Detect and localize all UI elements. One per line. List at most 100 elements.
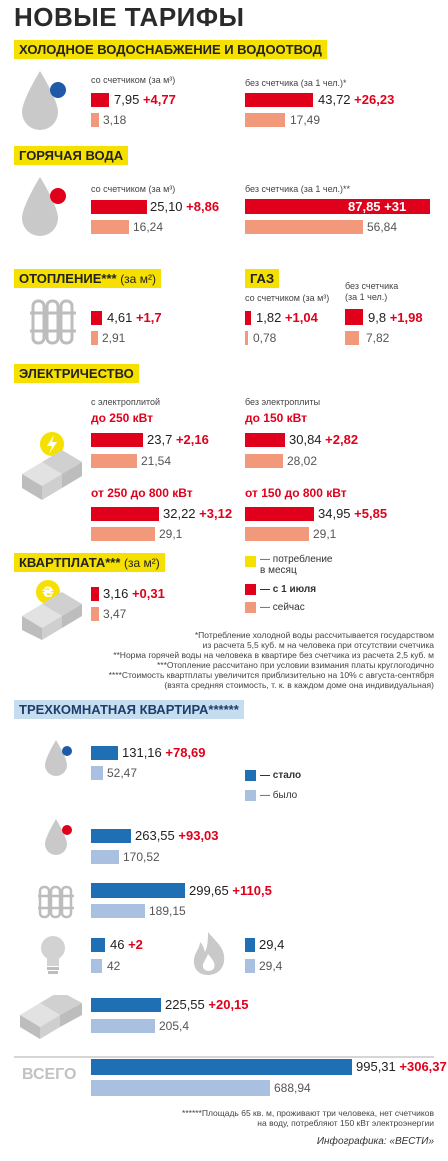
value-old: 28,02: [287, 454, 318, 468]
water-drop-red-icon: [22, 177, 66, 236]
houses-icon: [20, 995, 82, 1039]
bar-old: [91, 454, 137, 468]
legend-swatch-old: [245, 602, 256, 613]
apartment-footnote: ******Площадь 65 кв. м, проживают три че…: [182, 1108, 434, 1128]
gas-flame-icon: [193, 932, 225, 975]
label-with-meter: со счетчиком (за м³): [245, 293, 330, 303]
footnote: ***Отопление рассчитано при условии взим…: [156, 660, 434, 670]
bar-old: [91, 220, 129, 234]
water-drop-blue-icon: [22, 71, 66, 130]
footnote: (взята средняя стоимость, т. к. в каждом…: [164, 680, 434, 690]
bar-new: [345, 309, 363, 325]
divider: [14, 1056, 434, 1058]
bar-was: [91, 1080, 270, 1096]
radiator-icon: [38, 885, 74, 919]
bar-new: [245, 93, 313, 107]
value-new: 25,10 +8,86: [150, 199, 220, 214]
bar-became: [91, 938, 105, 952]
label-with-stove: с электроплитой: [91, 397, 161, 407]
value-new: 4,61 +1,7: [107, 310, 162, 325]
light-bulb-icon: [41, 936, 65, 974]
value-new: 9,8 +1,98: [368, 310, 423, 325]
section-heating: ОТОПЛЕНИЕ*** (за м²): [14, 269, 161, 288]
value-was: 52,47: [107, 766, 138, 780]
bar-old: [245, 454, 283, 468]
section-housing: КВАРТПЛАТА*** (за м²): [14, 553, 165, 572]
value-new: 30,84 +2,82: [289, 432, 359, 447]
value-old: 56,84: [367, 220, 398, 234]
bar-became: [91, 746, 118, 760]
section-apartment: ТРЕХКОМНАТНАЯ КВАРТИРА******: [14, 700, 244, 719]
bar-old: [245, 527, 309, 541]
bar-was: [91, 959, 102, 973]
value-new: 87,85 +31: [348, 199, 407, 214]
value-became: 225,55 +20,15: [165, 997, 249, 1012]
bar-new: [91, 200, 147, 214]
bar-became: [91, 1059, 352, 1075]
footnote: *Потребление холодной воды рассчитываетс…: [194, 630, 434, 640]
bar-old: [91, 113, 99, 127]
value-new: 3,16 +0,31: [103, 586, 165, 601]
bar-was: [91, 1019, 155, 1033]
credit: Инфографика: «ВЕСТИ»: [316, 1136, 434, 1147]
value-old: 29,1: [159, 527, 183, 541]
value-was: 189,15: [149, 904, 186, 918]
legend-became: — стало: [260, 770, 302, 781]
value-new: 32,22 +3,12: [163, 506, 233, 521]
bar-new: [245, 507, 314, 521]
value-new: 23,7 +2,16: [147, 432, 209, 447]
value-was: 205,4: [159, 1019, 190, 1033]
legend-swatch-became: [245, 770, 256, 781]
bar-old: [345, 331, 359, 345]
value-old: 7,82: [366, 331, 390, 345]
bar-new: [91, 433, 143, 447]
value-old: 21,54: [141, 454, 172, 468]
bar-old: [245, 113, 285, 127]
label-without-meter: без счетчика (за 1 чел.)*: [245, 78, 347, 88]
value-was: 170,52: [123, 850, 160, 864]
label-with-meter: со счетчиком (за м³): [91, 184, 176, 194]
label-with-meter: со счетчиком (за м³): [91, 75, 176, 85]
bar-new: [91, 587, 99, 601]
value-new: 34,95 +5,85: [318, 506, 388, 521]
value-was: 42: [107, 959, 121, 973]
footnote: **Норма горячей воды на человека в кварт…: [113, 650, 434, 660]
bar-old: [245, 220, 363, 234]
svg-text:₴: ₴: [42, 585, 54, 601]
bar-was: [245, 959, 255, 973]
value-became: 46 +2: [110, 937, 143, 952]
value-old: 17,49: [290, 113, 321, 127]
bar-new: [91, 311, 102, 325]
section-gas: ГАЗ: [245, 269, 280, 288]
range-label: от 250 до 800 кВт: [91, 486, 193, 500]
bar-new: [91, 507, 159, 521]
value-became: 29,4: [259, 937, 285, 952]
range-label: от 150 до 800 кВт: [245, 486, 347, 500]
range-label: до 250 кВт: [91, 411, 154, 425]
water-drop-red-icon: [45, 819, 72, 855]
value-old: 3,47: [103, 607, 127, 621]
value-became: 995,31 +306,37: [356, 1059, 447, 1074]
radiator-icon: [30, 299, 76, 345]
label-without-meter: без счетчика (за 1 чел.)**: [245, 184, 351, 194]
bar-new: [91, 93, 109, 107]
legend-swatch-new: [245, 584, 256, 595]
range-label: до 150 кВт: [245, 411, 308, 425]
bar-became: [91, 883, 185, 898]
bar-old: [91, 527, 155, 541]
page-title: НОВЫЕ ТАРИФЫ: [14, 2, 245, 32]
legend-from-july: — с 1 июля: [260, 584, 317, 595]
footnote: ****Стоимость квартплаты увеличится приб…: [108, 670, 434, 680]
bar-old: [245, 331, 248, 345]
value-new: 1,82 +1,04: [256, 310, 318, 325]
value-became: 263,55 +93,03: [135, 828, 219, 843]
bar-was: [91, 766, 103, 780]
footnote: из расчета 5,5 куб. м на человека при от…: [202, 640, 434, 650]
value-became: 299,65 +110,5: [189, 883, 272, 898]
label-without-meter: без счетчика: [345, 281, 399, 291]
legend-was: — было: [260, 790, 298, 801]
footnote: на воду, потребляют 150 кВт электроэнерг…: [257, 1118, 434, 1128]
value-new: 7,95 +4,77: [114, 92, 176, 107]
legend-swatch-was: [245, 790, 256, 801]
value-was: 688,94: [274, 1081, 311, 1095]
